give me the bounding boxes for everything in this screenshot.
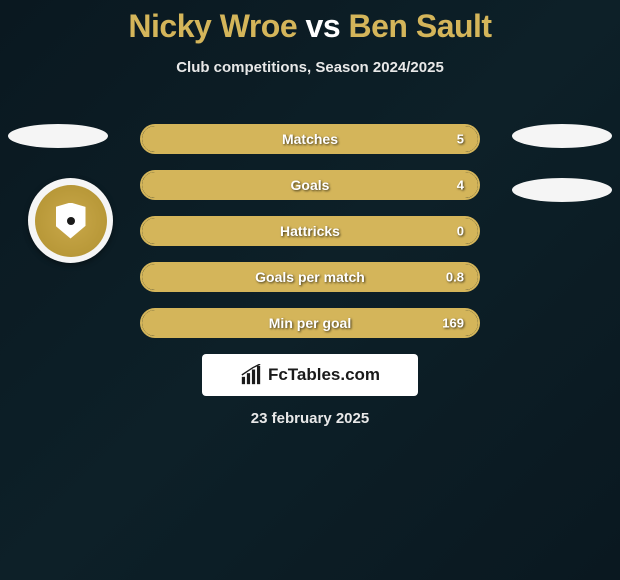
player1-name: Nicky Wroe (128, 8, 297, 44)
stat-label: Hattricks (280, 223, 340, 239)
stat-label: Goals (291, 177, 330, 193)
brand-badge[interactable]: FcTables.com (202, 354, 418, 396)
stat-row-min-per-goal: Min per goal 169 (140, 308, 480, 338)
bar-chart-icon (240, 364, 262, 386)
right-club-placeholder-1-icon (512, 124, 612, 148)
stat-label: Matches (282, 131, 338, 147)
brand-text: FcTables.com (268, 365, 380, 385)
stat-row-hattricks: Hattricks 0 (140, 216, 480, 246)
stat-value: 0 (457, 224, 464, 239)
stats-panel: Matches 5 Goals 4 Hattricks 0 Goals per … (140, 124, 480, 354)
comparison-title: Nicky Wroe vs Ben Sault (0, 0, 620, 45)
stat-label: Goals per match (255, 269, 365, 285)
stat-row-goals-per-match: Goals per match 0.8 (140, 262, 480, 292)
player2-name: Ben Sault (349, 8, 492, 44)
left-club-placeholder-icon (8, 124, 108, 148)
stat-row-matches: Matches 5 (140, 124, 480, 154)
vs-separator: vs (306, 8, 341, 44)
stat-value: 4 (457, 178, 464, 193)
snapshot-date: 23 february 2025 (0, 410, 620, 427)
stat-value: 169 (442, 316, 464, 331)
stat-value: 0.8 (446, 270, 464, 285)
stat-value: 5 (457, 132, 464, 147)
competition-subtitle: Club competitions, Season 2024/2025 (0, 59, 620, 76)
stat-row-goals: Goals 4 (140, 170, 480, 200)
stat-label: Min per goal (269, 315, 351, 331)
right-club-placeholder-2-icon (512, 178, 612, 202)
club-crest-icon (28, 178, 113, 263)
